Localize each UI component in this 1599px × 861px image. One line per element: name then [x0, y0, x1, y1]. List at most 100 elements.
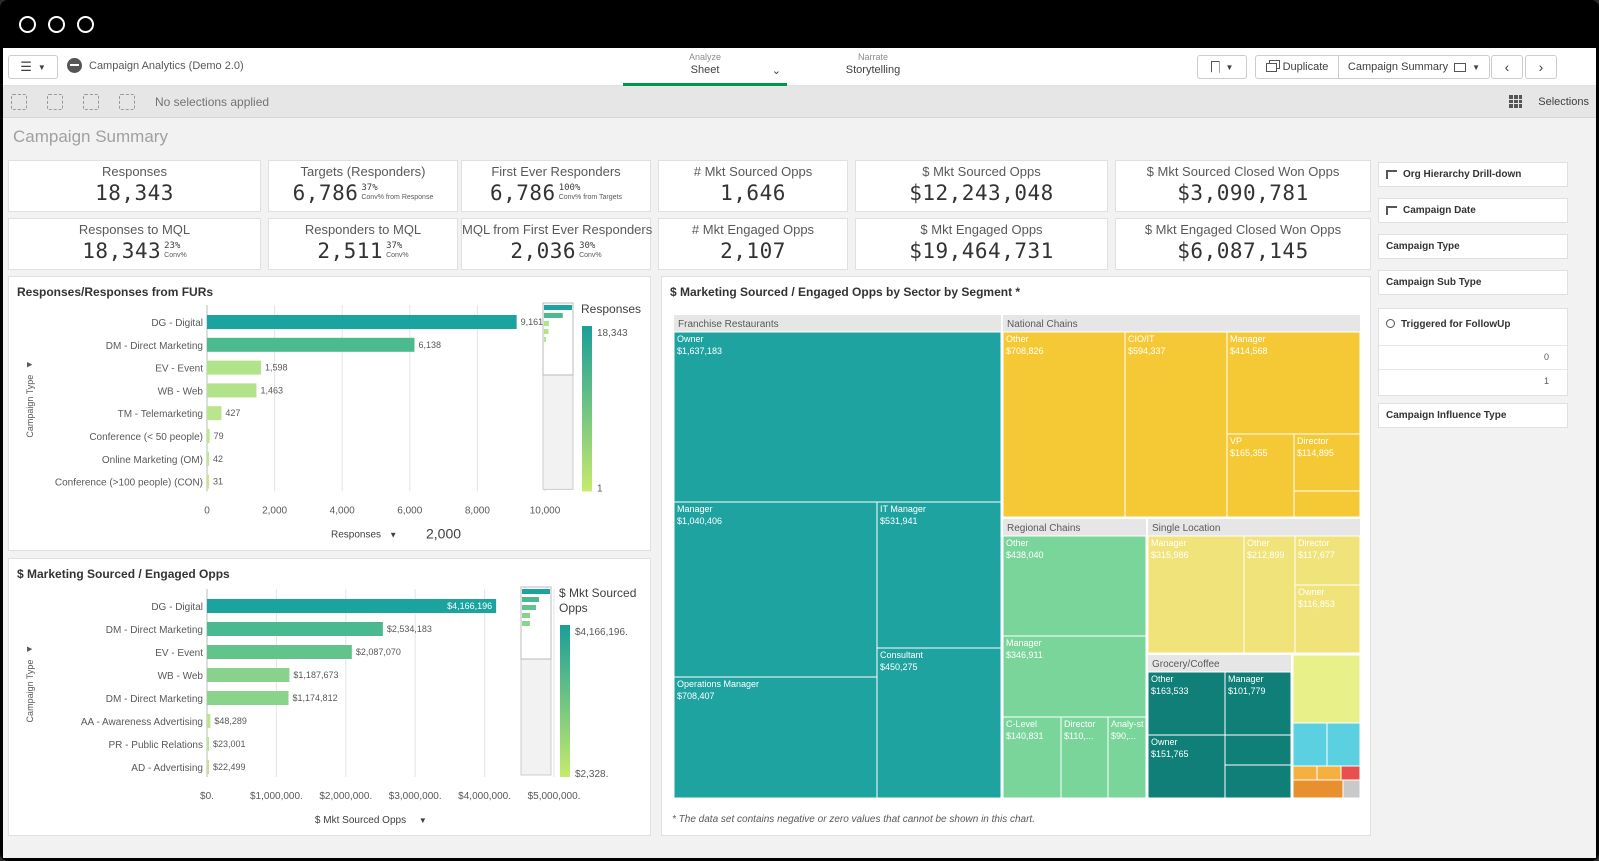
kpi-card[interactable]: $ Mkt Sourced Closed Won Opps $3,090,781	[1115, 160, 1371, 212]
kpi-conversion: 37% Conv%	[386, 241, 409, 261]
x-tick-label: $2,000,000.	[319, 791, 372, 802]
kpi-card[interactable]: Responses 18,343	[8, 160, 261, 212]
treemap-cell-value: $346,911	[1006, 650, 1043, 660]
filter-org-hierarchy-drill-down[interactable]: Org Hierarchy Drill-down	[1378, 162, 1568, 187]
minimize-window-button[interactable]	[48, 16, 65, 33]
filter-campaign-influence-type[interactable]: Campaign Influence Type	[1378, 403, 1568, 428]
kpi-conversion: 100% Conv% from Targets	[559, 183, 622, 203]
minimap-bar	[544, 313, 563, 318]
app-title[interactable]: Campaign Analytics (Demo 2.0)	[67, 58, 244, 73]
selection-status: No selections applied	[155, 95, 270, 109]
treemap-cell	[673, 501, 878, 678]
kpi-caption: Conv%	[579, 252, 602, 259]
category-label: DM - Direct Marketing	[106, 625, 203, 636]
filter-value-row[interactable]: 1	[1379, 369, 1567, 393]
bar-value-label: 42	[213, 454, 223, 464]
responses-chart-panel[interactable]: Responses/Responses from FURs 0 2,000 4,00…	[8, 276, 651, 551]
treemap-cell-value: $114,895	[1297, 448, 1334, 458]
kpi-card[interactable]: Targets (Responders) 6,786 37% Conv% from R…	[268, 160, 458, 212]
kpi-value-row: 2,511 37% Conv%	[269, 239, 457, 263]
category-label: AA - Awareness Advertising	[81, 717, 203, 728]
main-menu-button[interactable]: ☰ ▼	[8, 55, 58, 79]
treemap-cell	[1124, 331, 1228, 518]
duplicate-button[interactable]: Duplicate	[1255, 55, 1339, 79]
kpi-card[interactable]: First Ever Responders 6,786 100% Conv% from…	[461, 160, 651, 212]
kpi-card[interactable]: # Mkt Engaged Opps 2,107	[658, 218, 848, 270]
treemap-panel[interactable]: $ Marketing Sourced / Engaged Opps by Se…	[661, 276, 1371, 836]
kpi-conversion: 23% Conv%	[164, 241, 187, 261]
treemap-cell	[1002, 635, 1147, 718]
sourced-opps-chart-panel[interactable]: $ Marketing Sourced / Engaged Opps $0. $1…	[8, 558, 651, 836]
sourced-opps-bar-chart[interactable]: $0. $1,000,000. $2,000,000. $3,000,000. $4,0…	[9, 559, 652, 837]
tab-narrate-storytelling[interactable]: Narrate Storytelling	[803, 52, 943, 76]
treemap-cell	[1002, 716, 1062, 799]
kpi-card[interactable]: Responders to MQL 2,511 37% Conv%	[268, 218, 458, 270]
step-back-icon[interactable]	[47, 94, 63, 110]
bar	[207, 645, 352, 659]
filter-campaign-date[interactable]: Campaign Date	[1378, 198, 1568, 223]
filter-campaign-sub-type[interactable]: Campaign Sub Type	[1378, 270, 1568, 295]
legend-title: Responses	[581, 302, 641, 316]
clear-selections-icon[interactable]	[119, 94, 135, 110]
kpi-value-row: $6,087,145	[1116, 239, 1370, 263]
treemap-group-header	[1148, 519, 1360, 536]
treemap-group-header	[1003, 519, 1146, 536]
selections-icon	[1509, 95, 1523, 108]
kpi-value: $6,087,145	[1177, 239, 1309, 263]
treemap-cell	[1002, 331, 1126, 518]
kpi-label: $ Mkt Sourced Opps	[922, 164, 1041, 179]
kpi-card[interactable]: $ Mkt Sourced Opps $12,243,048	[855, 160, 1108, 212]
treemap-cell	[876, 501, 1002, 649]
next-sheet-button[interactable]: ›	[1525, 55, 1557, 79]
x-tick-label: 4,000	[330, 505, 355, 516]
kpi-pct: 30%	[579, 241, 596, 251]
treemap-cell	[1292, 722, 1328, 767]
treemap-cell-value: $163,533	[1151, 686, 1189, 696]
maximize-window-button[interactable]	[77, 16, 94, 33]
chevron-down-icon[interactable]: ⌄	[771, 65, 781, 77]
treemap-cell-label: Manager	[1006, 638, 1042, 648]
tab-big-label: Storytelling	[845, 64, 901, 76]
filter-value-row[interactable]: 0	[1379, 345, 1567, 369]
legend-max: 18,343	[597, 328, 628, 339]
chevron-down-icon: ▼	[1472, 62, 1481, 72]
treemap-cell	[1147, 671, 1226, 736]
sector-segment-treemap[interactable]: Franchise Restaurants Owner $1,637,183 Mana…	[662, 277, 1372, 837]
bar	[207, 315, 517, 329]
selection-bar: No selections applied Selections	[3, 86, 1596, 118]
chart-title: $ Marketing Sourced / Engaged Opps	[17, 567, 230, 581]
kpi-card[interactable]: Responses to MQL 18,343 23% Conv%	[8, 218, 261, 270]
kpi-pct: 37%	[386, 241, 403, 251]
treemap-cell	[1294, 584, 1361, 654]
chevron-down-icon: ▼	[1225, 62, 1234, 72]
top-toolbar: ☰ ▼ Campaign Analytics (Demo 2.0) Analyz…	[3, 48, 1596, 86]
bookmark-icon	[1210, 61, 1220, 73]
kpi-card[interactable]: # Mkt Sourced Opps 1,646	[658, 160, 848, 212]
previous-sheet-button[interactable]: ‹	[1491, 55, 1523, 79]
category-label: WB - Web	[158, 386, 204, 397]
sheet-select-button[interactable]: Campaign Summary ▼	[1338, 55, 1490, 79]
kpi-card[interactable]: $ Mkt Engaged Opps $19,464,731	[855, 218, 1108, 270]
treemap-cell-label: Operations Manager	[677, 679, 759, 689]
treemap-cell-value: $151,765	[1151, 749, 1189, 759]
tab-analyze-sheet[interactable]: Analyze Sheet ⌄	[623, 52, 787, 86]
step-forward-icon[interactable]	[83, 94, 99, 110]
x-tick-label: $1,000,000.	[250, 791, 303, 802]
smart-search-icon[interactable]	[11, 94, 27, 110]
legend-gradient	[560, 625, 570, 777]
bookmark-button[interactable]: ▼	[1197, 55, 1247, 79]
legend-min: 1	[597, 483, 603, 494]
minimap-bar	[544, 329, 549, 334]
bar-value-label: $1,174,812	[293, 693, 338, 703]
minimap-bar	[522, 613, 530, 618]
window-titlebar	[0, 0, 1599, 48]
bar-value-label: $4,166,196	[447, 601, 492, 611]
selections-button[interactable]: Selections	[1509, 95, 1589, 108]
kpi-card[interactable]: MQL from First Ever Responders 2,036 30% Co…	[461, 218, 652, 270]
kpi-value: $3,090,781	[1177, 181, 1309, 205]
close-window-button[interactable]	[19, 16, 36, 33]
kpi-card[interactable]: $ Mkt Engaged Closed Won Opps $6,087,145	[1115, 218, 1371, 270]
filter-triggered-for-followup[interactable]: Triggered for FollowUp 0 1	[1378, 308, 1568, 396]
filter-campaign-type[interactable]: Campaign Type	[1378, 234, 1568, 259]
responses-bar-chart[interactable]: 0 2,000 4,000 6,000 8,000 10,000 DG - Digital 9…	[9, 277, 652, 552]
